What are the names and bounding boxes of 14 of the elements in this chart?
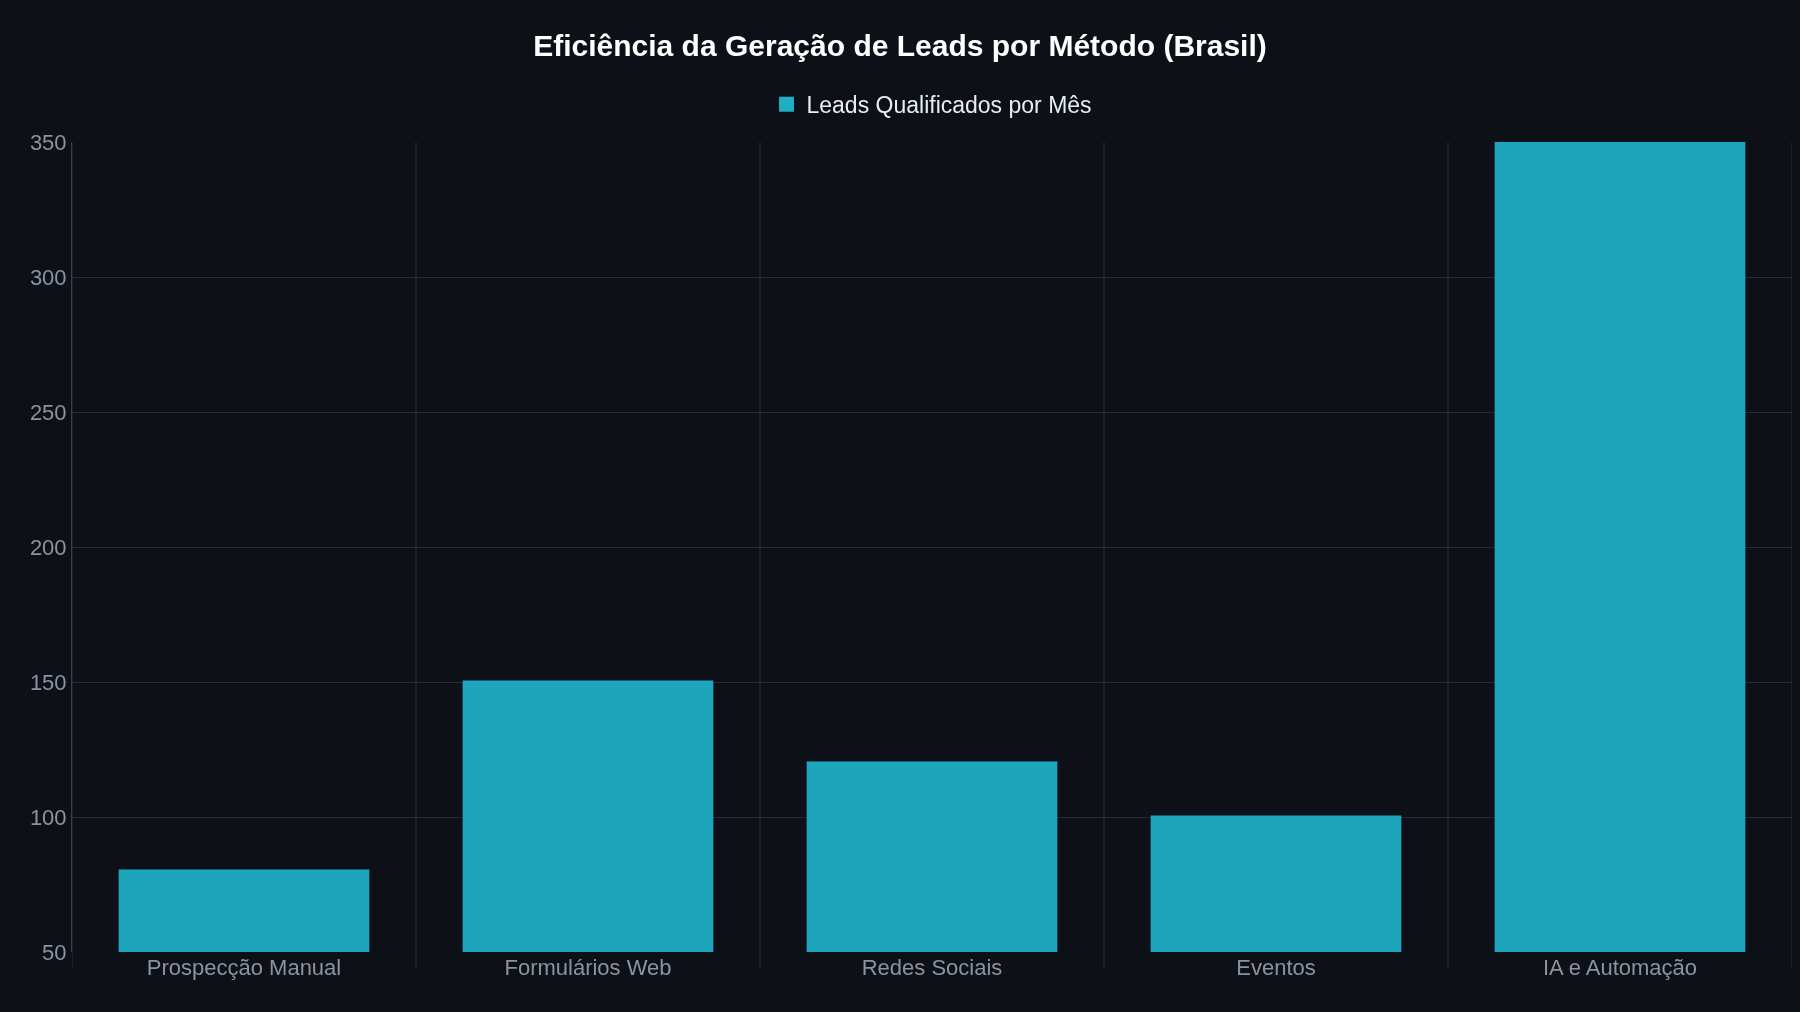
x-tick-label: Redes Sociais xyxy=(861,955,1003,980)
x-tick-label: Eventos xyxy=(1236,955,1316,980)
y-tick-label: 250 xyxy=(29,399,67,425)
y-tick-label: 150 xyxy=(29,669,67,695)
y-tick-label: 200 xyxy=(29,534,67,560)
y-tick-label: 50 xyxy=(42,939,67,965)
x-tick-label: IA e Automação xyxy=(1542,955,1698,980)
x-tick-label: Prospecção Manual xyxy=(146,955,342,980)
legend-label: Leads Qualificados por Mês xyxy=(806,92,1092,119)
y-tick-label: 350 xyxy=(29,129,67,155)
x-tick-label: Formulários Web xyxy=(504,955,672,980)
y-tick-label: 300 xyxy=(29,264,67,290)
chart-title: Eficiência da Geração de Leads por Método (Brasil) xyxy=(533,29,1267,63)
y-tick-label: 100 xyxy=(29,804,67,830)
